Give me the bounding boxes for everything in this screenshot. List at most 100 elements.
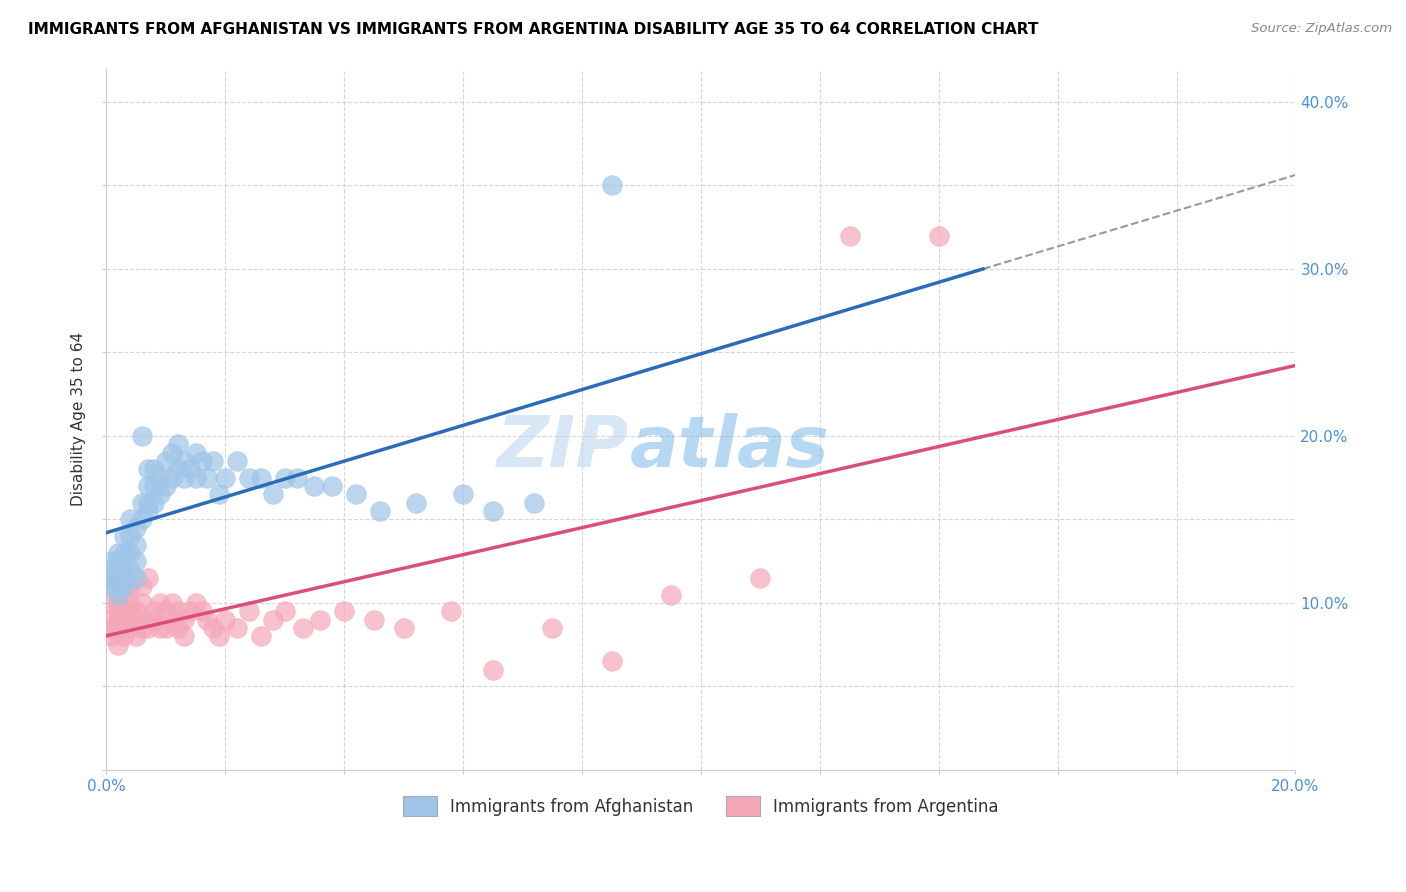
Point [659, 588, 682, 602]
Point [155, 621, 177, 635]
Point [451, 487, 474, 501]
Point [101, 621, 124, 635]
Point [125, 554, 148, 568]
Point [208, 487, 231, 501]
Point [149, 471, 172, 485]
Point [112, 529, 135, 543]
Point [125, 571, 148, 585]
Point [202, 621, 225, 635]
Point [142, 479, 165, 493]
Point [250, 629, 273, 643]
Text: IMMIGRANTS FROM AFGHANISTAN VS IMMIGRANTS FROM ARGENTINA DISABILITY AGE 35 TO 64: IMMIGRANTS FROM AFGHANISTAN VS IMMIGRANT… [28, 22, 1039, 37]
Point [101, 579, 124, 593]
Point [120, 604, 142, 618]
Point [149, 621, 172, 635]
Point [125, 604, 148, 618]
Point [131, 621, 153, 635]
Point [173, 629, 195, 643]
Point [363, 613, 385, 627]
Point [197, 471, 219, 485]
Point [600, 178, 623, 193]
Point [149, 596, 172, 610]
Point [107, 638, 129, 652]
Point [136, 504, 159, 518]
Point [131, 579, 153, 593]
Point [101, 613, 124, 627]
Point [160, 596, 183, 610]
Point [131, 512, 153, 526]
Point [274, 604, 297, 618]
Point [131, 596, 153, 610]
Point [482, 504, 505, 518]
Point [101, 563, 124, 577]
Point [131, 429, 153, 443]
Point [125, 521, 148, 535]
Point [184, 445, 207, 459]
Point [838, 228, 860, 243]
Point [112, 613, 135, 627]
Point [112, 571, 135, 585]
Point [120, 621, 142, 635]
Point [166, 621, 188, 635]
Point [112, 546, 135, 560]
Point [107, 554, 129, 568]
Point [523, 496, 546, 510]
Point [262, 613, 284, 627]
Point [190, 454, 212, 468]
Point [600, 655, 623, 669]
Point [309, 613, 332, 627]
Point [238, 471, 260, 485]
Point [184, 471, 207, 485]
Point [107, 588, 129, 602]
Point [214, 613, 236, 627]
Point [112, 579, 135, 593]
Point [179, 462, 201, 476]
Point [208, 629, 231, 643]
Point [333, 604, 356, 618]
Point [214, 471, 236, 485]
Point [125, 613, 148, 627]
Point [173, 454, 195, 468]
Point [166, 604, 188, 618]
Point [440, 604, 463, 618]
Point [112, 563, 135, 577]
Point [107, 621, 129, 635]
Point [142, 496, 165, 510]
Point [120, 512, 142, 526]
Point [274, 471, 297, 485]
Point [166, 462, 188, 476]
Point [749, 571, 772, 585]
Point [107, 613, 129, 627]
Point [125, 537, 148, 551]
Point [184, 596, 207, 610]
Point [160, 471, 183, 485]
Point [541, 621, 564, 635]
Point [120, 596, 142, 610]
Point [120, 546, 142, 560]
Point [136, 621, 159, 635]
Point [131, 496, 153, 510]
Point [291, 621, 314, 635]
Point [250, 471, 273, 485]
Point [226, 621, 249, 635]
Point [928, 228, 950, 243]
Point [136, 462, 159, 476]
Point [321, 479, 343, 493]
Point [173, 613, 195, 627]
Point [368, 504, 391, 518]
Point [101, 629, 124, 643]
Point [344, 487, 367, 501]
Point [101, 596, 124, 610]
Point [101, 571, 124, 585]
Text: atlas: atlas [630, 413, 830, 482]
Point [405, 496, 427, 510]
Point [101, 579, 124, 593]
Point [107, 596, 129, 610]
Point [179, 604, 201, 618]
Point [155, 604, 177, 618]
Point [226, 454, 249, 468]
Point [166, 437, 188, 451]
Point [125, 629, 148, 643]
Point [285, 471, 308, 485]
Point [482, 663, 505, 677]
